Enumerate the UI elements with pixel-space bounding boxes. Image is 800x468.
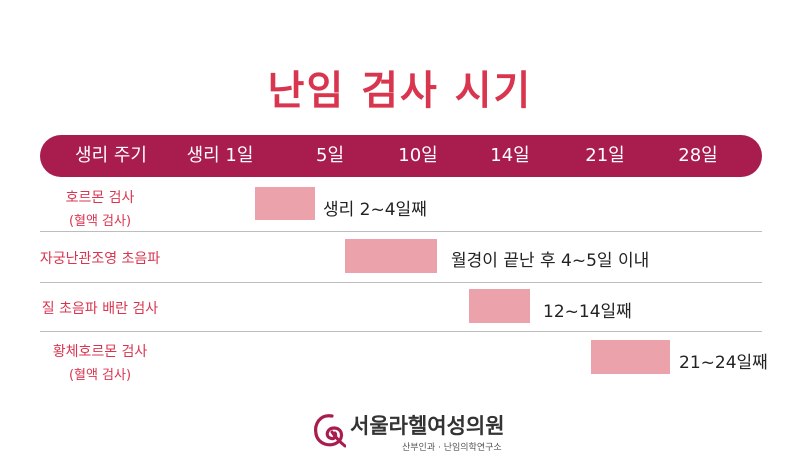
clinic-subtitle: 산부인과 · 난임의학연구소 [402, 443, 502, 453]
row-sublabel-text: (혈액 검사) [68, 368, 132, 383]
header-day-1: 생리 1일 [186, 145, 254, 166]
row-divider [40, 331, 762, 332]
logo-swirl-icon [314, 414, 346, 448]
timing-note-hsg-ultrasound: 월경이 끝난 후 4~5일 이내 [451, 251, 650, 271]
row-label-text: 호르몬 검사 [65, 190, 135, 206]
row-label-text: 자궁난관조영 초음파 [39, 251, 161, 267]
header-day-28: 28일 [678, 145, 718, 166]
timing-bar-hormone-test [255, 187, 315, 220]
page-title: 난임 검사 시기 [267, 68, 533, 114]
row-sublabel-text: (혈액 검사) [68, 214, 132, 229]
row-divider [40, 282, 762, 283]
header-day-21: 21일 [585, 145, 625, 166]
header-day-14: 14일 [490, 145, 530, 166]
row-label-hormone-test: 호르몬 검사 (혈액 검사) [0, 187, 210, 229]
row-label-text: 황체호르몬 검사 [52, 344, 148, 360]
header-day-5: 5일 [315, 145, 345, 166]
timing-bar-hsg-ultrasound [345, 239, 437, 273]
row-divider [40, 231, 762, 232]
timing-bar-ovulation-ultrasound [469, 289, 530, 323]
row-label-progesterone-test: 황체호르몬 검사 (혈액 검사) [0, 341, 210, 383]
row-label-text: 질 초음파 배란 검사 [41, 301, 159, 317]
cycle-header-bar: 생리 주기 생리 1일 5일 10일 14일 21일 28일 [40, 135, 762, 177]
timing-note-ovulation-ultrasound: 12~14일째 [543, 302, 632, 322]
header-cycle-label: 생리 주기 [75, 145, 147, 166]
clinic-logo: 서울라헬여성의원 산부인과 · 난임의학연구소 [312, 410, 552, 453]
row-label-hsg-ultrasound: 자궁난관조영 초음파 [0, 248, 210, 268]
timing-note-progesterone-test: 21~24일째 [679, 353, 768, 373]
timing-bar-progesterone-test [591, 340, 670, 374]
timing-note-hormone-test: 생리 2~4일째 [323, 200, 427, 220]
row-label-ovulation-ultrasound: 질 초음파 배란 검사 [0, 298, 210, 318]
header-day-10: 10일 [398, 145, 438, 166]
clinic-name: 서울라헬여성의원 [350, 414, 505, 438]
